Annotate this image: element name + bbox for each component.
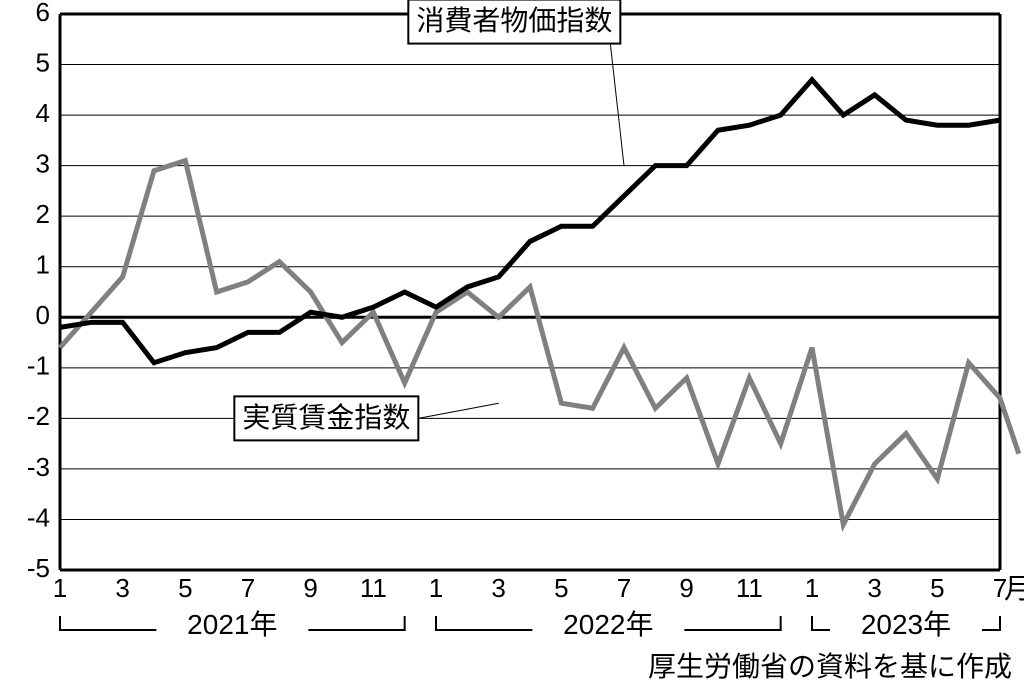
y-tick-label: 0 xyxy=(36,300,50,330)
x-tick-label: 1 xyxy=(53,573,67,603)
x-tick-label: 11 xyxy=(360,573,387,603)
x-tick-label: 3 xyxy=(491,573,505,603)
y-tick-label: 1 xyxy=(36,250,50,280)
cpi-label-text: 消費者物価指数 xyxy=(416,5,612,36)
year-label: 2021年 xyxy=(187,609,277,640)
x-tick-label: 5 xyxy=(554,573,568,603)
x-tick-label: 5 xyxy=(930,573,944,603)
y-tick-label: -1 xyxy=(27,351,50,381)
y-tick-label: 3 xyxy=(36,149,50,179)
x-tick-label: 1 xyxy=(429,573,443,603)
x-tick-label: 7 xyxy=(241,573,255,603)
y-tick-label: -3 xyxy=(27,452,50,482)
real_wage-label-text: 実質賃金指数 xyxy=(242,402,410,433)
x-tick-label: 5 xyxy=(178,573,192,603)
y-tick-label: 2 xyxy=(36,199,50,229)
line-chart: -5-4-3-2-10123456135791113579111357月2021… xyxy=(0,0,1024,692)
x-axis-month-suffix: 月 xyxy=(1004,573,1024,604)
x-tick-label: 9 xyxy=(679,573,693,603)
x-tick-label: 3 xyxy=(867,573,881,603)
x-tick-label: 1 xyxy=(805,573,819,603)
chart-container: -5-4-3-2-10123456135791113579111357月2021… xyxy=(0,0,1024,692)
y-tick-label: -5 xyxy=(27,553,50,583)
x-tick-label: 7 xyxy=(617,573,631,603)
year-label: 2022年 xyxy=(563,609,653,640)
x-tick-label: 11 xyxy=(736,573,763,603)
y-tick-label: -2 xyxy=(27,401,50,431)
x-tick-label: 3 xyxy=(115,573,129,603)
source-note: 厚生労働省の資料を基に作成 xyxy=(648,651,1012,682)
year-label: 2023年 xyxy=(861,609,951,640)
y-tick-label: -4 xyxy=(27,502,50,532)
y-tick-label: 6 xyxy=(36,0,50,27)
x-tick-label: 9 xyxy=(303,573,317,603)
y-tick-label: 4 xyxy=(36,98,50,128)
y-tick-label: 5 xyxy=(36,47,50,77)
